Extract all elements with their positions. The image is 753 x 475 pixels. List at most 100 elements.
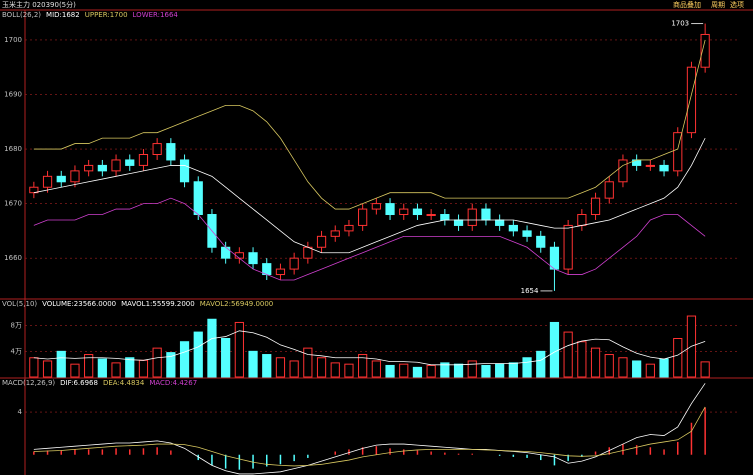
volume-bar	[659, 358, 669, 378]
indicator-line	[33, 406, 706, 467]
volume-bar	[97, 358, 107, 378]
volume-bar	[234, 321, 244, 378]
volume-bar	[508, 362, 518, 378]
volume-bar	[385, 364, 395, 378]
volume-bar	[248, 350, 258, 378]
toolbar-button[interactable]: 周期	[711, 1, 725, 9]
candle-body	[97, 164, 107, 172]
candle-body	[590, 197, 601, 216]
candle-body	[138, 154, 149, 166]
candle-body	[399, 208, 409, 216]
legend-text: DIF:6.6968	[60, 379, 98, 387]
volume-bar	[207, 318, 217, 378]
toolbar-button[interactable]: 商品叠加	[673, 0, 701, 9]
candle-body	[344, 224, 354, 232]
volume-bar	[426, 364, 436, 378]
y-tick-label: 1660	[4, 254, 22, 262]
volume-bar	[29, 357, 39, 378]
volume-bar	[166, 352, 176, 378]
volume-bar	[632, 360, 642, 378]
candle-body	[700, 33, 710, 68]
volume-bar	[221, 338, 231, 378]
volume-bar	[604, 354, 614, 378]
indicator-line	[33, 330, 706, 366]
candle-body	[330, 230, 340, 237]
volume-bar	[179, 341, 190, 378]
y-tick-label: 1690	[4, 90, 22, 98]
legend-text: MID:1682	[46, 11, 80, 19]
volume-bar	[193, 331, 203, 378]
candle-body	[179, 159, 190, 183]
volume-bar	[440, 362, 450, 378]
volume-bar	[70, 363, 80, 378]
candle-body	[426, 214, 436, 217]
legend-text: MACD(12,26,9)	[2, 379, 55, 387]
candle-body	[481, 208, 491, 221]
candle-body	[56, 175, 66, 183]
volume-bar	[138, 359, 149, 378]
candle-body	[686, 66, 697, 134]
candle-body	[125, 159, 135, 166]
candle-body	[248, 252, 258, 265]
volume-bar	[412, 366, 423, 378]
volume-bar	[481, 364, 491, 378]
candle-body	[303, 246, 313, 259]
candle-body	[166, 143, 176, 161]
volume-bar	[316, 357, 327, 378]
candle-body	[221, 246, 231, 259]
candle-body	[358, 208, 368, 226]
candle-body	[618, 159, 628, 183]
y-tick-label: 4万	[11, 347, 22, 355]
candle-body	[659, 164, 669, 172]
volume-bar	[618, 357, 628, 378]
volume-bar	[275, 357, 286, 378]
indicator-line	[33, 197, 706, 281]
volume-bar	[358, 354, 368, 378]
candle-body	[412, 208, 423, 216]
candle-body	[42, 175, 53, 188]
volume-bar	[371, 360, 381, 378]
candle-body	[371, 203, 381, 210]
legend-text: MAVOL2:56949.0000	[200, 300, 274, 308]
candle-body	[193, 181, 203, 216]
volume-bar	[84, 354, 94, 378]
volume-bar	[152, 347, 162, 378]
y-tick-label: 1670	[4, 200, 22, 208]
indicator-line	[33, 383, 706, 475]
candle-body	[604, 181, 614, 199]
candle-body	[522, 230, 532, 237]
volume-bar	[330, 362, 340, 378]
volume-bar	[42, 360, 53, 378]
annotation: 1703	[671, 20, 689, 28]
candle-body	[549, 246, 560, 270]
candle-body	[467, 208, 477, 226]
candle-body	[289, 257, 299, 270]
candle-body	[577, 214, 587, 226]
legend-text: VOL(5,10)	[2, 300, 37, 308]
candle-body	[70, 170, 80, 183]
y-tick-label: 1700	[4, 36, 22, 44]
volume-bar	[399, 363, 409, 378]
volume-bar	[645, 363, 655, 378]
volume-bar	[303, 347, 313, 378]
legend-text: UPPER:1700	[85, 11, 128, 19]
volume-bar	[56, 350, 66, 378]
page-title: 玉米主力 020390(5分)	[2, 0, 76, 9]
volume-bar	[495, 363, 505, 378]
y-tick-label: 1680	[4, 145, 22, 153]
legend-text: LOWER:1664	[133, 11, 179, 19]
volume-bar	[125, 357, 135, 378]
volume-bar	[549, 321, 560, 378]
candle-body	[262, 263, 272, 276]
indicator-line	[33, 39, 706, 210]
volume-bar	[111, 362, 121, 378]
legend-text: MACD:4.4267	[149, 379, 197, 387]
candle-body	[385, 203, 395, 216]
volume-bar	[700, 361, 710, 378]
legend-text: MAVOL1:55599.2000	[121, 300, 195, 308]
y-tick-label: 8万	[11, 322, 22, 330]
toolbar-button[interactable]: 选项	[730, 0, 744, 9]
volume-bar	[453, 363, 464, 378]
candle-body	[563, 224, 573, 270]
